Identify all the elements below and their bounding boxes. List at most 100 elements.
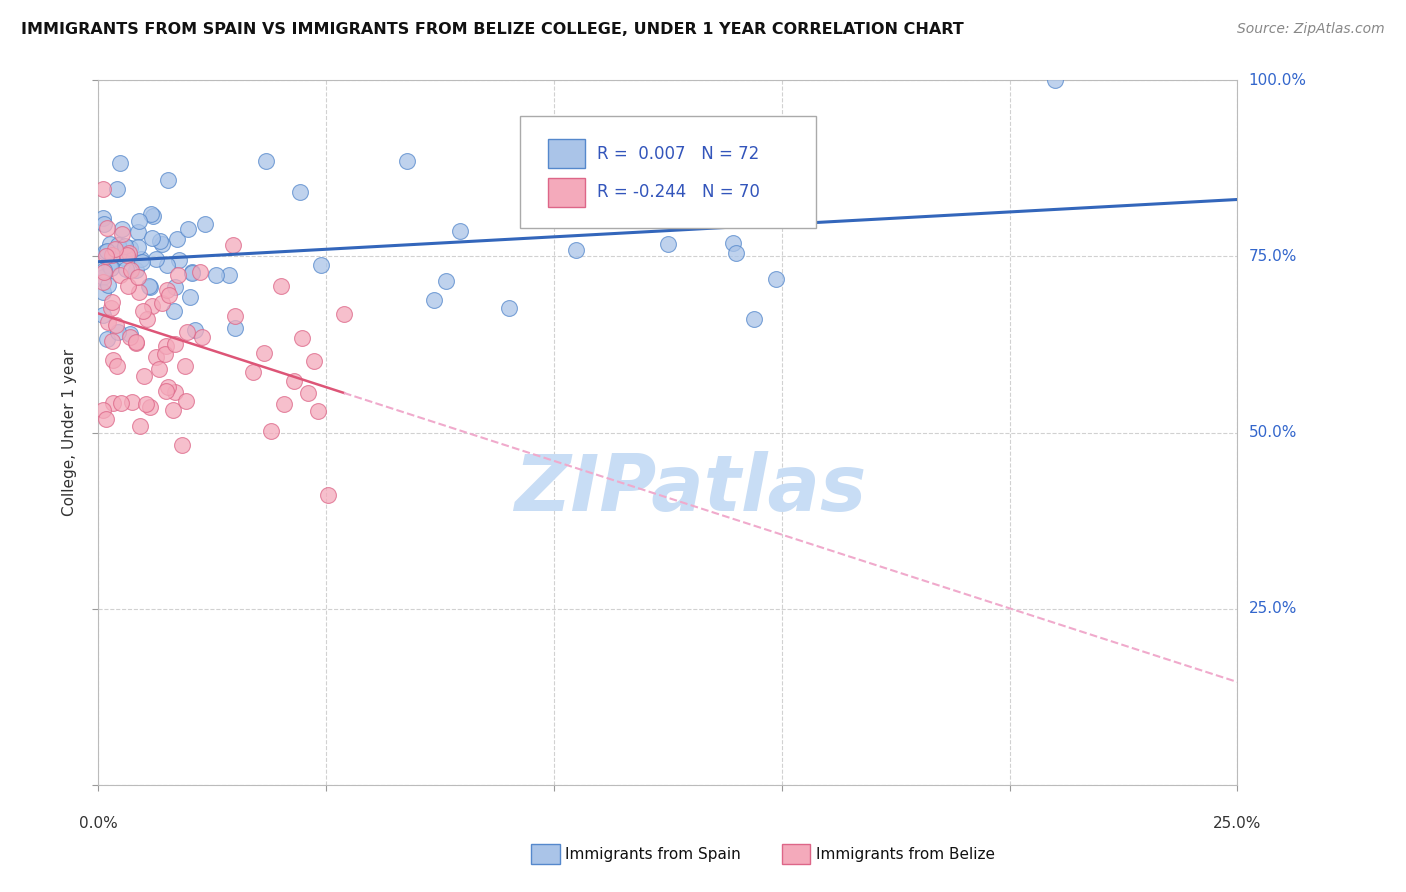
Point (194, 217, 217, 231)
Point (179, 290, 201, 304)
Point (104, 318, 127, 333)
Point (97, 278, 120, 293)
Point (205, 268, 228, 282)
Point (260, 424, 283, 438)
Point (101, 352, 124, 367)
Point (222, 237, 245, 252)
Point (725, 246, 748, 260)
Point (101, 294, 124, 309)
Point (165, 280, 187, 294)
Point (131, 255, 153, 269)
Point (145, 252, 167, 266)
Point (218, 268, 240, 282)
Point (742, 312, 765, 326)
Text: 50.0%: 50.0% (1249, 425, 1296, 440)
Bar (548, 178, 585, 207)
Point (307, 404, 329, 418)
Point (139, 280, 162, 294)
Point (135, 397, 157, 411)
Point (91, 285, 114, 300)
Point (273, 397, 295, 411)
Point (114, 239, 136, 253)
Point (105, 359, 128, 374)
Point (105, 182, 128, 196)
Point (111, 227, 134, 241)
Point (96, 244, 118, 258)
Bar (531, 844, 560, 863)
Point (163, 304, 186, 318)
Point (136, 312, 159, 326)
Point (107, 325, 129, 339)
Text: Source: ZipAtlas.com: Source: ZipAtlas.com (1237, 22, 1385, 37)
Point (498, 301, 520, 315)
Point (93, 263, 115, 277)
Point (107, 238, 129, 252)
Point (156, 283, 179, 297)
Point (117, 279, 139, 293)
Point (108, 156, 131, 170)
Point (157, 380, 180, 394)
Point (139, 400, 162, 414)
Point (110, 396, 132, 410)
Point (316, 488, 339, 502)
Point (132, 369, 155, 384)
Point (309, 258, 332, 272)
Point (166, 231, 188, 245)
Point (283, 374, 305, 388)
Point (157, 172, 180, 186)
Point (91, 402, 114, 417)
Point (128, 285, 150, 299)
Point (537, 210, 560, 224)
Point (449, 223, 471, 237)
Point (91, 269, 114, 284)
Point (104, 242, 127, 256)
Point (765, 271, 787, 285)
Point (120, 263, 142, 277)
Point (155, 347, 177, 361)
Point (118, 329, 141, 343)
Bar (782, 844, 810, 863)
Point (1043, 73, 1066, 87)
Point (155, 384, 177, 399)
Point (125, 336, 148, 351)
Point (121, 395, 143, 409)
Point (683, 202, 706, 216)
Point (93, 264, 115, 278)
Point (174, 359, 197, 374)
Text: 25.0%: 25.0% (1213, 815, 1261, 830)
Text: IMMIGRANTS FROM SPAIN VS IMMIGRANTS FROM BELIZE COLLEGE, UNDER 1 YEAR CORRELATIO: IMMIGRANTS FROM SPAIN VS IMMIGRANTS FROM… (21, 22, 965, 37)
Point (395, 153, 418, 168)
Point (101, 248, 124, 262)
Text: R = -0.244   N = 70: R = -0.244 N = 70 (598, 184, 761, 202)
Point (181, 267, 204, 281)
Point (114, 261, 136, 276)
Point (97, 258, 120, 272)
Point (224, 321, 246, 335)
Point (108, 268, 131, 283)
Point (100, 237, 122, 252)
Point (139, 206, 162, 220)
Point (96, 332, 118, 346)
Point (422, 293, 444, 308)
Text: 0.0%: 0.0% (79, 815, 118, 830)
Point (291, 330, 314, 344)
Point (165, 384, 187, 399)
Point (129, 252, 152, 266)
Point (101, 334, 124, 348)
Text: 25.0%: 25.0% (1249, 601, 1296, 616)
Point (91, 275, 114, 289)
Point (91, 308, 114, 322)
Point (120, 241, 142, 255)
Point (290, 186, 312, 200)
Point (100, 301, 122, 316)
Point (96, 220, 118, 235)
Point (111, 222, 134, 236)
Point (128, 214, 150, 228)
Point (101, 396, 124, 410)
Point (170, 438, 193, 452)
Point (108, 246, 131, 260)
Point (148, 362, 170, 376)
Text: ZIPatlas: ZIPatlas (515, 451, 866, 527)
Point (125, 263, 148, 277)
Point (145, 350, 167, 364)
